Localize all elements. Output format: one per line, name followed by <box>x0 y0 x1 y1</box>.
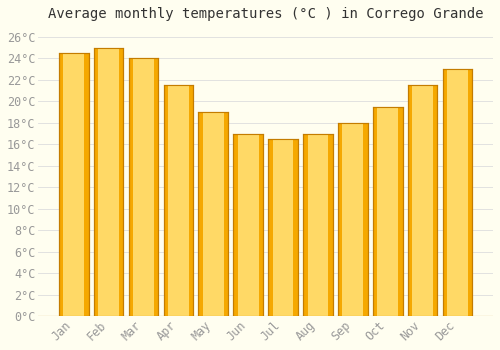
Bar <box>203 112 224 316</box>
Bar <box>234 134 263 316</box>
Bar <box>373 107 402 316</box>
Bar <box>133 58 154 316</box>
Title: Average monthly temperatures (°C ) in Corrego Grande: Average monthly temperatures (°C ) in Co… <box>48 7 484 21</box>
Bar <box>164 85 193 316</box>
Bar <box>308 134 328 316</box>
Bar <box>64 53 84 316</box>
Bar <box>447 69 468 316</box>
Bar <box>338 123 368 316</box>
Bar <box>59 53 88 316</box>
Bar <box>94 48 124 316</box>
Bar <box>303 134 333 316</box>
Bar <box>98 48 119 316</box>
Bar <box>272 139 293 316</box>
Bar <box>378 107 398 316</box>
Bar <box>268 139 298 316</box>
Bar <box>408 85 438 316</box>
Bar <box>128 58 158 316</box>
Bar <box>238 134 258 316</box>
Bar <box>412 85 433 316</box>
Bar <box>168 85 189 316</box>
Bar <box>442 69 472 316</box>
Bar <box>198 112 228 316</box>
Bar <box>342 123 363 316</box>
